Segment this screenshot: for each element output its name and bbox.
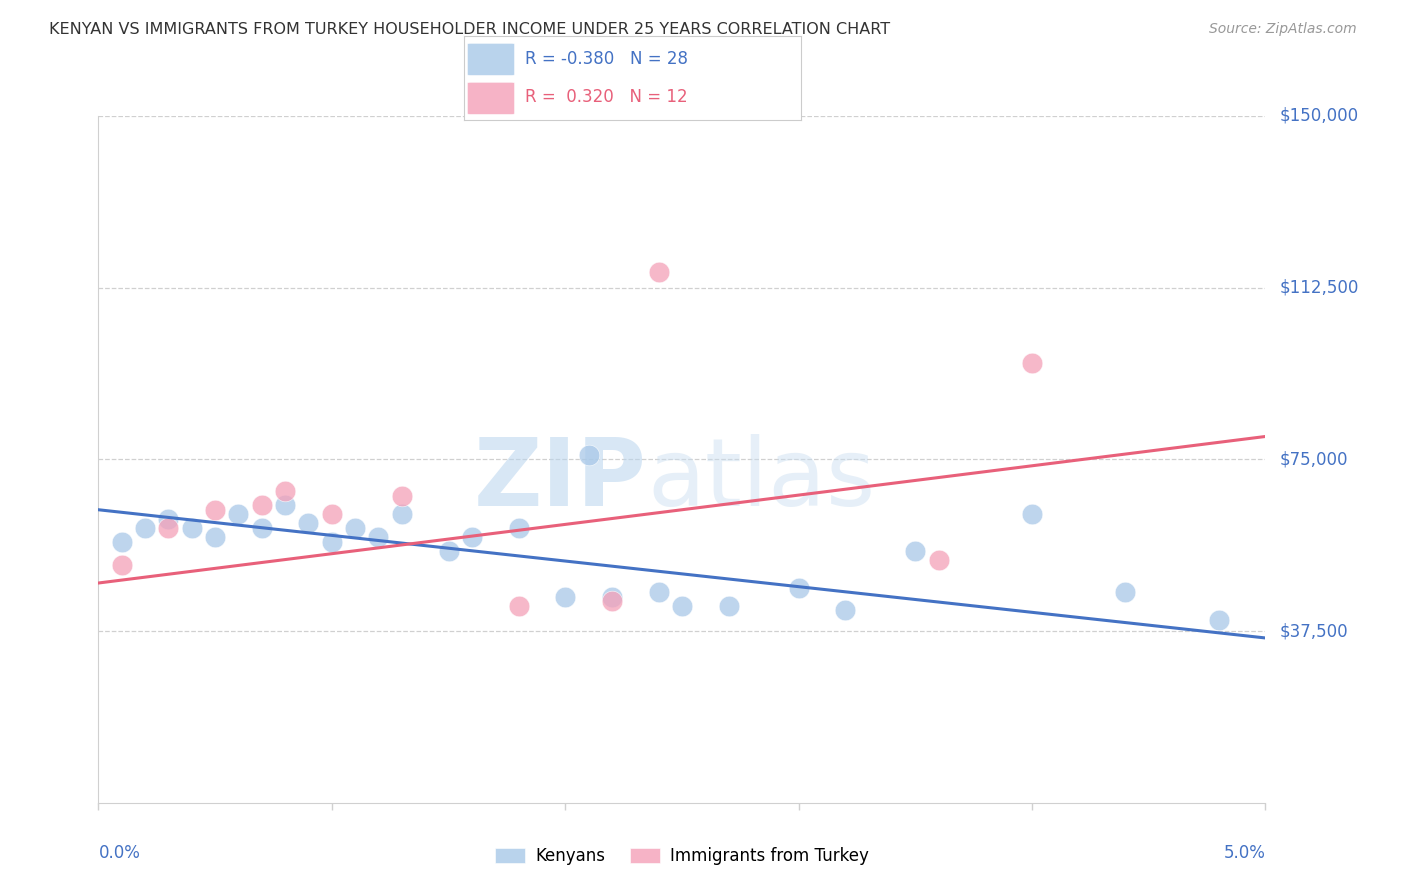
Point xyxy=(391,508,413,522)
Point xyxy=(204,530,226,544)
Point xyxy=(554,590,576,604)
Text: 0.0%: 0.0% xyxy=(98,844,141,862)
Text: atlas: atlas xyxy=(647,434,875,526)
Point xyxy=(647,585,669,599)
Point xyxy=(111,534,134,549)
Point xyxy=(274,498,297,512)
Text: $37,500: $37,500 xyxy=(1279,622,1348,640)
Text: R =  0.320   N = 12: R = 0.320 N = 12 xyxy=(524,87,688,105)
Point xyxy=(250,521,273,535)
Point xyxy=(321,508,343,522)
Text: $150,000: $150,000 xyxy=(1279,107,1358,125)
Point xyxy=(344,521,367,535)
Point xyxy=(717,599,740,613)
FancyBboxPatch shape xyxy=(467,44,515,76)
Point xyxy=(461,530,484,544)
Point xyxy=(928,553,950,567)
Point xyxy=(274,484,297,499)
Text: $112,500: $112,500 xyxy=(1279,278,1358,297)
Text: Source: ZipAtlas.com: Source: ZipAtlas.com xyxy=(1209,22,1357,37)
Point xyxy=(1208,613,1230,627)
Point xyxy=(157,521,180,535)
Point xyxy=(111,558,134,572)
Point xyxy=(250,498,273,512)
Text: R = -0.380   N = 28: R = -0.380 N = 28 xyxy=(524,51,688,69)
Point xyxy=(508,521,530,535)
Point xyxy=(1021,508,1043,522)
Point xyxy=(204,502,226,516)
Point xyxy=(1021,356,1043,370)
Point xyxy=(297,516,319,531)
Point xyxy=(134,521,156,535)
FancyBboxPatch shape xyxy=(467,82,515,114)
Point xyxy=(437,544,460,558)
Point xyxy=(578,448,600,462)
Point xyxy=(157,512,180,526)
Point xyxy=(787,581,810,595)
Text: KENYAN VS IMMIGRANTS FROM TURKEY HOUSEHOLDER INCOME UNDER 25 YEARS CORRELATION C: KENYAN VS IMMIGRANTS FROM TURKEY HOUSEHO… xyxy=(49,22,890,37)
Point xyxy=(904,544,927,558)
Text: ZIP: ZIP xyxy=(474,434,647,526)
Legend: Kenyans, Immigrants from Turkey: Kenyans, Immigrants from Turkey xyxy=(488,840,876,871)
Point xyxy=(508,599,530,613)
Point xyxy=(180,521,202,535)
Point xyxy=(834,603,856,617)
Point xyxy=(367,530,389,544)
Point xyxy=(1114,585,1136,599)
Point xyxy=(321,534,343,549)
Point xyxy=(600,590,623,604)
Text: $75,000: $75,000 xyxy=(1279,450,1348,468)
Point xyxy=(647,265,669,279)
Text: 5.0%: 5.0% xyxy=(1223,844,1265,862)
Point xyxy=(228,508,250,522)
Point xyxy=(671,599,693,613)
Point xyxy=(391,489,413,503)
Point xyxy=(600,594,623,608)
